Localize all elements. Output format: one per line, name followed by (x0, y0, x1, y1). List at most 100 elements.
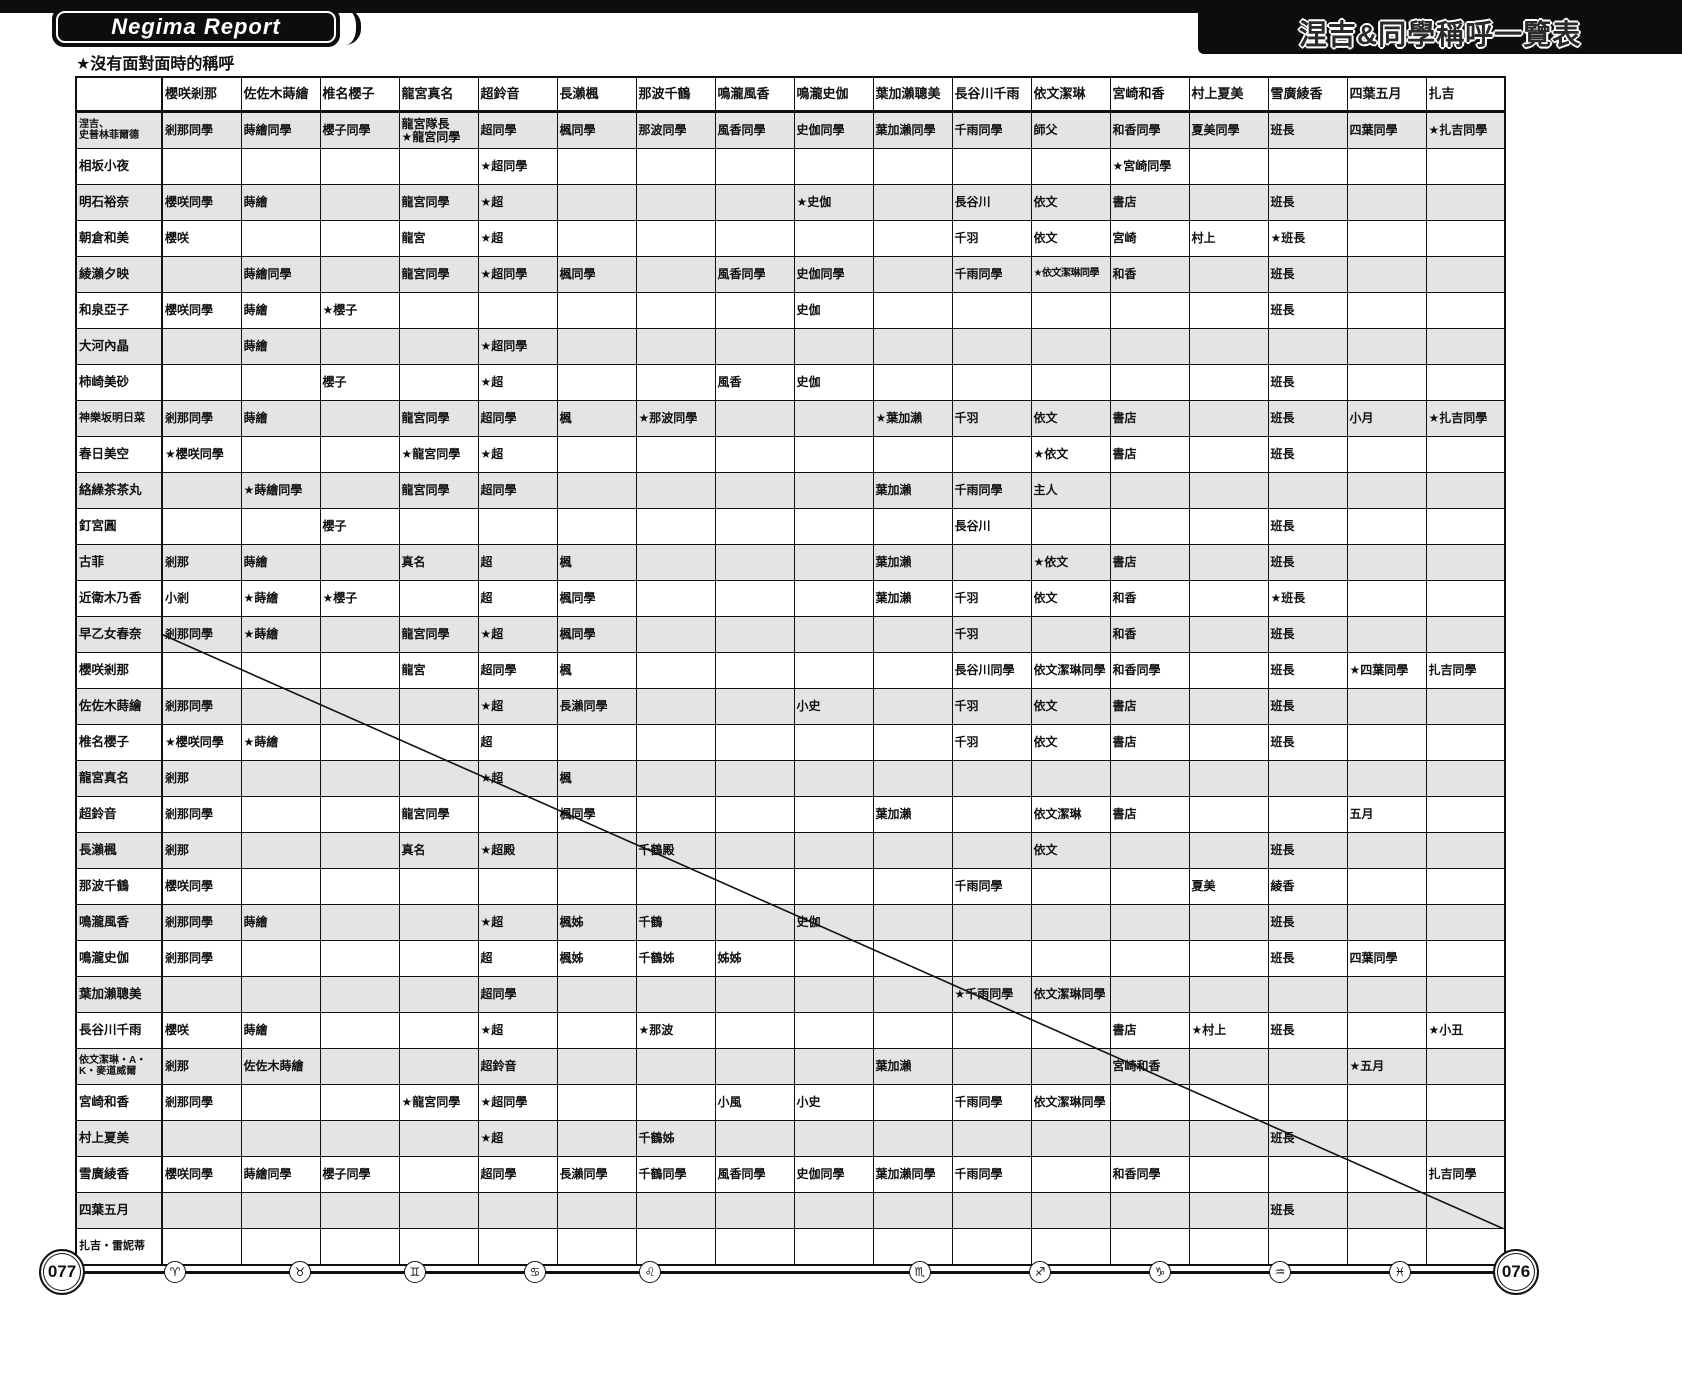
column-header: 扎吉 (1425, 76, 1506, 113)
nickname-cell (240, 436, 321, 473)
nickname-cell (240, 508, 321, 545)
nickname-cell (1109, 868, 1190, 905)
nickname-cell: ★村上 (1188, 1012, 1269, 1049)
nickname-cell: 龍宮同學 (398, 256, 479, 293)
nickname-cell (714, 1120, 795, 1157)
nickname-cell (1030, 616, 1111, 653)
nickname-cell (1188, 760, 1269, 797)
nickname-cell (1267, 760, 1348, 797)
zodiac-icon: ♐ (1029, 1261, 1051, 1283)
nickname-cell: 班長 (1267, 652, 1348, 689)
self-cell (1346, 1192, 1427, 1229)
nickname-cell: 剎那同學 (161, 616, 242, 653)
nickname-cell (1267, 1048, 1348, 1085)
nickname-cell: ★依文 (1030, 544, 1111, 581)
nickname-cell: 千羽 (951, 580, 1032, 617)
nickname-cell (556, 148, 637, 185)
self-cell (793, 940, 874, 977)
nickname-cell (319, 976, 400, 1013)
page-number-right: 076 (1493, 1249, 1539, 1295)
nickname-cell (240, 1084, 321, 1121)
nickname-cell: 楓同學 (556, 256, 637, 293)
nickname-cell (1109, 976, 1190, 1013)
nickname-cell (714, 436, 795, 473)
nickname-cell (556, 868, 637, 905)
nickname-cell: 龍宮同學 (398, 400, 479, 437)
nickname-cell: 葉加瀨 (872, 580, 953, 617)
nickname-cell (1425, 184, 1506, 221)
nickname-cell (793, 328, 874, 365)
nickname-cell (1346, 364, 1427, 401)
zodiac-icon: ♒ (1269, 1261, 1291, 1283)
nickname-cell: 蒔繪 (240, 184, 321, 221)
nickname-cell (635, 1048, 716, 1085)
nickname-cell: 長瀨同學 (556, 1156, 637, 1193)
nickname-cell (240, 796, 321, 833)
nickname-cell (635, 148, 716, 185)
nickname-cell (161, 364, 242, 401)
nickname-cell (319, 868, 400, 905)
nickname-cell: 長谷川 (951, 508, 1032, 545)
table-row: 大河內晶 蒔繪 ★超同學 (75, 328, 1506, 365)
nickname-cell (477, 1228, 558, 1266)
zodiac-icon: ♓ (1389, 1261, 1411, 1283)
nickname-cell (714, 1192, 795, 1229)
nickname-cell: ★史伽 (793, 184, 874, 221)
table-row: 近衛木乃香 小剎 ★蒔繪 ★櫻子 超楓同學 葉加瀨 千羽 依文 和香 ★班長 (75, 580, 1506, 617)
nickname-cell: 班長 (1267, 1012, 1348, 1049)
row-label: 佐佐木蒔繪 (75, 688, 163, 725)
nickname-cell: 剎那 (161, 1048, 242, 1085)
page-title: 涅吉&同學稱呼一覽表 (1298, 19, 1582, 50)
nickname-cell (319, 832, 400, 869)
nickname-cell: 小風 (714, 1084, 795, 1121)
nickname-cell (1188, 976, 1269, 1013)
nickname-cell (161, 328, 242, 365)
nickname-cell: 宮崎和香 (1109, 1048, 1190, 1085)
nickname-cell (556, 220, 637, 257)
nickname-cell (1425, 940, 1506, 977)
nickname-cell: 櫻咲同學 (161, 1156, 242, 1193)
nickname-cell (556, 364, 637, 401)
nickname-cell: 千鶴姊 (635, 940, 716, 977)
nickname-cell (556, 472, 637, 509)
nickname-cell (319, 544, 400, 581)
row-label: 那波千鶴 (75, 868, 163, 905)
nickname-cell: 千雨同學 (951, 1156, 1032, 1193)
nickname-cell (793, 976, 874, 1013)
self-cell (477, 796, 558, 833)
table-row: 長瀨楓 剎那 真名 ★超殿 千鶴殿 依文 班長 (75, 832, 1506, 869)
nickname-cell (951, 796, 1032, 833)
nickname-cell: 超同學 (477, 472, 558, 509)
zodiac-icon: ♉ (289, 1261, 311, 1283)
nickname-cell: 綾香 (1267, 868, 1348, 905)
row-label: 龍宮真名 (75, 760, 163, 797)
nickname-cell (1425, 976, 1506, 1013)
nickname-cell: 班長 (1267, 256, 1348, 293)
nickname-cell (1109, 832, 1190, 869)
nickname-cell (793, 1048, 874, 1085)
nickname-cell (1346, 544, 1427, 581)
nickname-cell (793, 220, 874, 257)
nickname-cell (1188, 400, 1269, 437)
nickname-cell (635, 328, 716, 365)
nickname-cell (1109, 508, 1190, 545)
nickname-cell (714, 1228, 795, 1266)
nickname-cell: 超 (477, 580, 558, 617)
nickname-cell (1346, 472, 1427, 509)
nickname-cell: ★超同學 (477, 1084, 558, 1121)
nickname-cell: 千鶴同學 (635, 1156, 716, 1193)
nickname-cell: ★蒔繪 (240, 724, 321, 761)
nickname-cell: 扎吉同學 (1425, 1156, 1506, 1193)
nickname-cell: 依文 (1030, 400, 1111, 437)
nickname-cell (1030, 292, 1111, 329)
nickname-cell (240, 148, 321, 185)
nickname-cell: 依文 (1030, 832, 1111, 869)
table-row: 釘宮圓 櫻子 長谷川 班長 (75, 508, 1506, 545)
nickname-cell (1425, 760, 1506, 797)
nickname-cell: 和香同學 (1109, 1156, 1190, 1193)
nickname-cell (1425, 1192, 1506, 1229)
nickname-cell (951, 148, 1032, 185)
nickname-cell: 蒔繪同學 (240, 1156, 321, 1193)
nickname-cell: 夏美同學 (1188, 111, 1269, 149)
nickname-cell (872, 940, 953, 977)
